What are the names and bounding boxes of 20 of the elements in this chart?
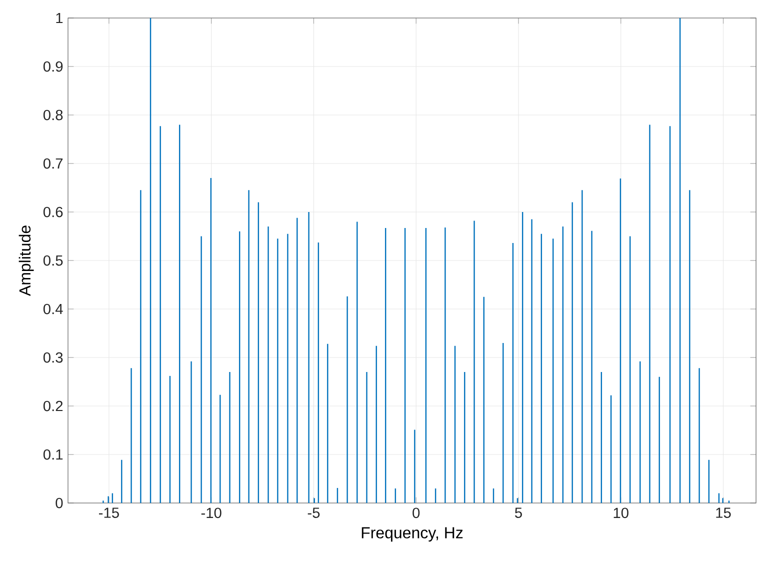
y-axis-title: Amplitude [18,226,34,296]
y-tick-label: 0.8 [43,110,63,120]
x-tick-label: 5 [514,508,522,518]
y-tick-label: 0.3 [43,352,63,363]
y-tick-label: 0.9 [43,61,63,72]
x-tick-label: -10 [201,508,222,518]
y-tick-label: 0.4 [43,304,63,314]
y-tick-label: 0.5 [43,255,63,266]
x-tick-label: 10 [614,508,628,518]
y-tick-label: 0.7 [43,158,63,169]
x-tick-label: -5 [308,508,320,518]
y-tick-label: 0 [56,498,63,508]
x-tick-label: 15 [716,508,731,518]
x-tick-label: -15 [99,508,119,518]
x-axis-title: Frequency, Hz [362,527,463,542]
y-tick-label: 0.1 [43,449,63,460]
y-tick-label: 1 [56,12,63,24]
y-tick-label: 0.2 [43,400,63,412]
y-tick-label: 0.6 [43,206,63,218]
x-tick-label: 0 [412,508,420,518]
